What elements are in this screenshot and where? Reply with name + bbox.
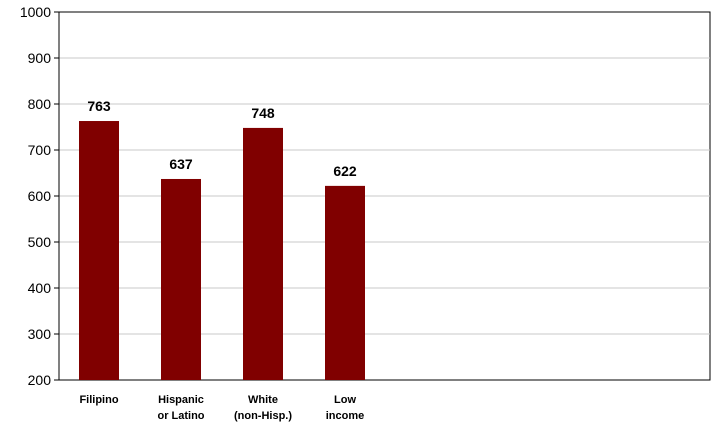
y-tick-label: 300: [28, 326, 52, 342]
x-tick-label: White: [248, 394, 278, 406]
data-label: 637: [169, 156, 193, 172]
data-label: 748: [251, 105, 275, 121]
y-tick-label: 600: [28, 188, 52, 204]
bar: [243, 128, 283, 380]
x-tick-label: Filipino: [79, 394, 118, 406]
y-tick-label: 500: [28, 234, 52, 250]
y-tick-label: 800: [28, 96, 52, 112]
bar: [325, 186, 365, 380]
y-tick-label: 700: [28, 142, 52, 158]
x-tick-label: income: [326, 410, 365, 422]
y-tick-label: 400: [28, 280, 52, 296]
x-tick-label: or Latino: [157, 410, 204, 422]
x-tick-label: Low: [334, 394, 356, 406]
y-tick-label: 200: [28, 372, 52, 388]
data-label: 622: [333, 163, 357, 179]
x-tick-label: Hispanic: [158, 394, 204, 406]
bar: [161, 179, 201, 380]
y-tick-label: 1000: [20, 4, 51, 20]
x-tick-label: (non-Hisp.): [234, 410, 292, 422]
bar: [79, 121, 119, 380]
y-tick-label: 900: [28, 50, 52, 66]
data-label: 763: [87, 98, 111, 114]
